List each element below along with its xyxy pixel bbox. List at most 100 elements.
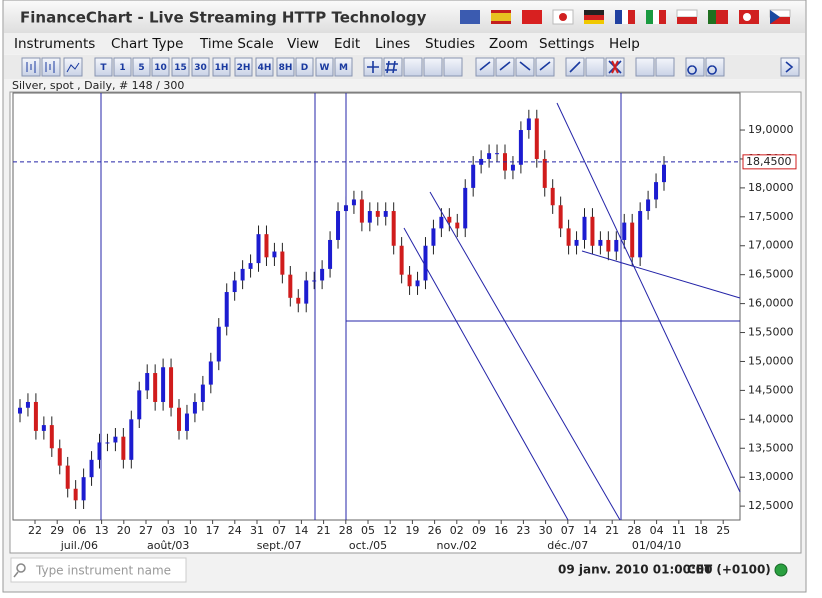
- period-button[interactable]: [151, 57, 170, 77]
- search-placeholder[interactable]: Type instrument name: [35, 564, 171, 578]
- period-button[interactable]: [212, 57, 231, 77]
- period-button[interactable]: [234, 57, 253, 77]
- candle-body: [606, 239, 611, 252]
- candle-body: [518, 130, 523, 165]
- menu-item[interactable]: Edit: [334, 36, 360, 52]
- candle-body: [622, 222, 627, 240]
- period-button[interactable]: [132, 57, 151, 77]
- y-tick-label: 16,5000: [748, 268, 794, 281]
- menu-item[interactable]: Zoom: [489, 36, 528, 52]
- candle-body: [224, 292, 229, 327]
- candle-body: [137, 390, 142, 420]
- period-label[interactable]: 4H: [258, 63, 272, 73]
- x-tick-label: 17: [206, 524, 220, 537]
- connection-indicator: [774, 563, 788, 577]
- period-button[interactable]: [315, 57, 334, 77]
- candle-body: [479, 158, 484, 165]
- candle-body: [487, 153, 492, 159]
- candle-body: [582, 216, 587, 240]
- candle-body: [455, 222, 460, 229]
- menu-item[interactable]: Instruments: [14, 36, 95, 52]
- candle-body: [57, 448, 62, 466]
- candle-body: [184, 413, 189, 431]
- menu-item[interactable]: Help: [609, 36, 640, 52]
- chart-type-buttons[interactable]: [21, 57, 83, 77]
- period-label[interactable]: 2H: [237, 63, 251, 73]
- candle-body: [495, 153, 500, 155]
- x-tick-label: 07: [561, 524, 575, 537]
- y-tick-label: 13,0000: [748, 470, 794, 483]
- period-button[interactable]: [276, 57, 295, 77]
- y-tick-label: 14,0000: [748, 412, 794, 425]
- candle-body: [630, 222, 635, 258]
- period-label[interactable]: 8H: [279, 63, 293, 73]
- period-label[interactable]: 10: [154, 63, 167, 73]
- period-button[interactable]: [334, 57, 353, 77]
- period-button[interactable]: [94, 57, 113, 77]
- period-button[interactable]: [191, 57, 210, 77]
- candle-body: [510, 164, 515, 171]
- menu-item[interactable]: Studies: [425, 36, 475, 52]
- menu-item[interactable]: Time Scale: [199, 36, 274, 52]
- y-tick-label: 14,5000: [748, 383, 794, 396]
- language-flags[interactable]: [460, 9, 791, 25]
- candle-body: [65, 465, 70, 489]
- candle-body: [447, 216, 452, 223]
- y-tick-label: 17,5000: [748, 210, 794, 223]
- x-tick-label: 21: [605, 524, 619, 537]
- period-label[interactable]: 15: [174, 63, 187, 73]
- search-box[interactable]: [10, 557, 187, 583]
- x-tick-label: 23: [516, 524, 530, 537]
- period-label[interactable]: M: [339, 63, 348, 73]
- candle-body: [248, 263, 253, 269]
- x-tick-label: 02: [450, 524, 464, 537]
- period-button[interactable]: [113, 57, 132, 77]
- x-tick-label: 05: [361, 524, 375, 537]
- candle-body: [89, 459, 94, 478]
- candle-body: [113, 436, 118, 443]
- period-label[interactable]: W: [320, 63, 330, 73]
- candle-body: [296, 297, 301, 304]
- candle-body: [439, 216, 444, 229]
- menu-item[interactable]: Lines: [375, 36, 410, 52]
- menu-bar: [4, 33, 805, 54]
- x-tick-label: 29: [50, 524, 64, 537]
- candle-body: [590, 216, 595, 246]
- menu-item[interactable]: Settings: [539, 36, 594, 52]
- plot-area: [12, 92, 741, 521]
- candle-body: [97, 442, 102, 460]
- menu-item[interactable]: View: [287, 36, 319, 52]
- candle-body: [161, 367, 166, 402]
- x-tick-label: 04: [650, 524, 664, 537]
- period-label[interactable]: 5: [138, 63, 144, 73]
- period-label[interactable]: T: [100, 63, 107, 73]
- candle-body: [574, 239, 579, 246]
- candle-body: [463, 187, 468, 229]
- x-tick-label: 28: [627, 524, 641, 537]
- candle-body: [240, 268, 245, 281]
- last-price-label: 18,4500: [746, 155, 792, 168]
- period-label[interactable]: D: [301, 63, 308, 73]
- candle-body: [280, 251, 285, 275]
- candle-body: [431, 228, 436, 246]
- candle-body: [256, 234, 261, 264]
- period-label[interactable]: 1H: [215, 63, 229, 73]
- period-label[interactable]: 1: [119, 63, 125, 73]
- candle-body: [646, 199, 651, 212]
- x-month-label: 01/04/10: [632, 539, 681, 552]
- menu-item[interactable]: Chart Type: [111, 36, 183, 52]
- candle-body: [169, 367, 174, 408]
- x-tick-label: 06: [72, 524, 86, 537]
- period-label[interactable]: 30: [194, 63, 207, 73]
- chart-subtitle: Silver, spot , Daily, # 148 / 300: [12, 79, 184, 92]
- x-tick-label: 13: [95, 524, 109, 537]
- candle-body: [351, 199, 356, 206]
- delete-icon: [611, 60, 619, 74]
- candle-body: [25, 401, 30, 408]
- period-button[interactable]: [295, 57, 314, 77]
- period-button[interactable]: [255, 57, 274, 77]
- candle-body: [598, 239, 603, 246]
- candle-body: [399, 245, 404, 275]
- period-button[interactable]: [171, 57, 190, 77]
